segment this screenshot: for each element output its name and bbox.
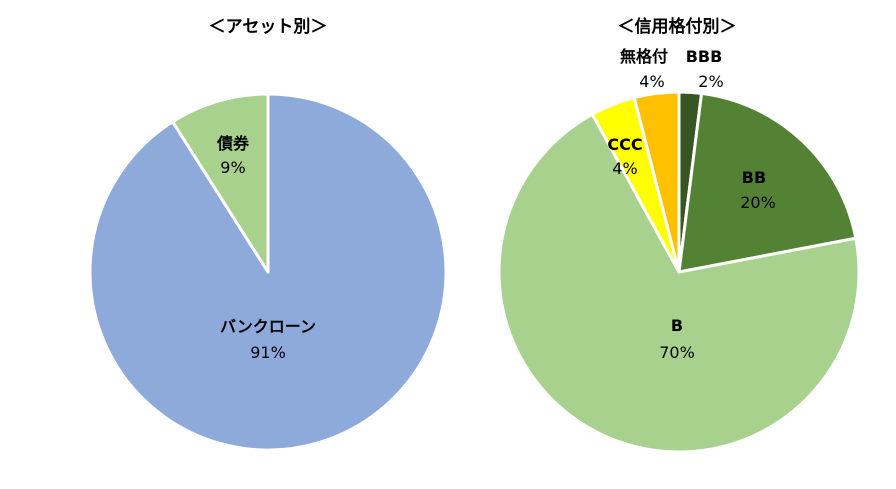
rating-slice-bb [677, 91, 858, 274]
rating-label-b-percent: 70% [659, 343, 695, 362]
asset-label-bond-percent: 9% [220, 158, 245, 177]
rating-slice-unrated [632, 90, 681, 274]
rating-chart-title: ＜信用格付別＞ [618, 16, 737, 37]
asset-slice-bank-loan [88, 92, 448, 452]
asset-label-bank-loan-percent: 91% [250, 343, 286, 362]
rating-pie: BBB 2% BB 20% B 70% CCC 4% 無格付 4% [497, 47, 861, 454]
rating-slice-b [497, 112, 861, 454]
rating-label-unrated-name: 無格付 [620, 47, 668, 66]
rating-label-b-name: B [671, 316, 683, 335]
asset-pie: バンクローン 91% 債券 9% [88, 92, 448, 452]
asset-slice-bond [171, 92, 270, 274]
rating-label-ccc-name: CCC [607, 135, 642, 154]
rating-label-bbb-percent: 2% [698, 72, 723, 91]
rating-label-ccc-percent: 4% [612, 159, 637, 178]
asset-label-bank-loan-name: バンクローン [220, 317, 316, 336]
rating-label-bb-name: BB [742, 168, 766, 187]
asset-chart-title: ＜アセット別＞ [209, 17, 328, 37]
rating-label-bbb-name: BBB [686, 47, 723, 66]
asset-label-bond-name: 債券 [216, 134, 250, 153]
rating-label-unrated-percent: 4% [639, 72, 664, 91]
rating-label-bb-percent: 20% [740, 193, 776, 212]
